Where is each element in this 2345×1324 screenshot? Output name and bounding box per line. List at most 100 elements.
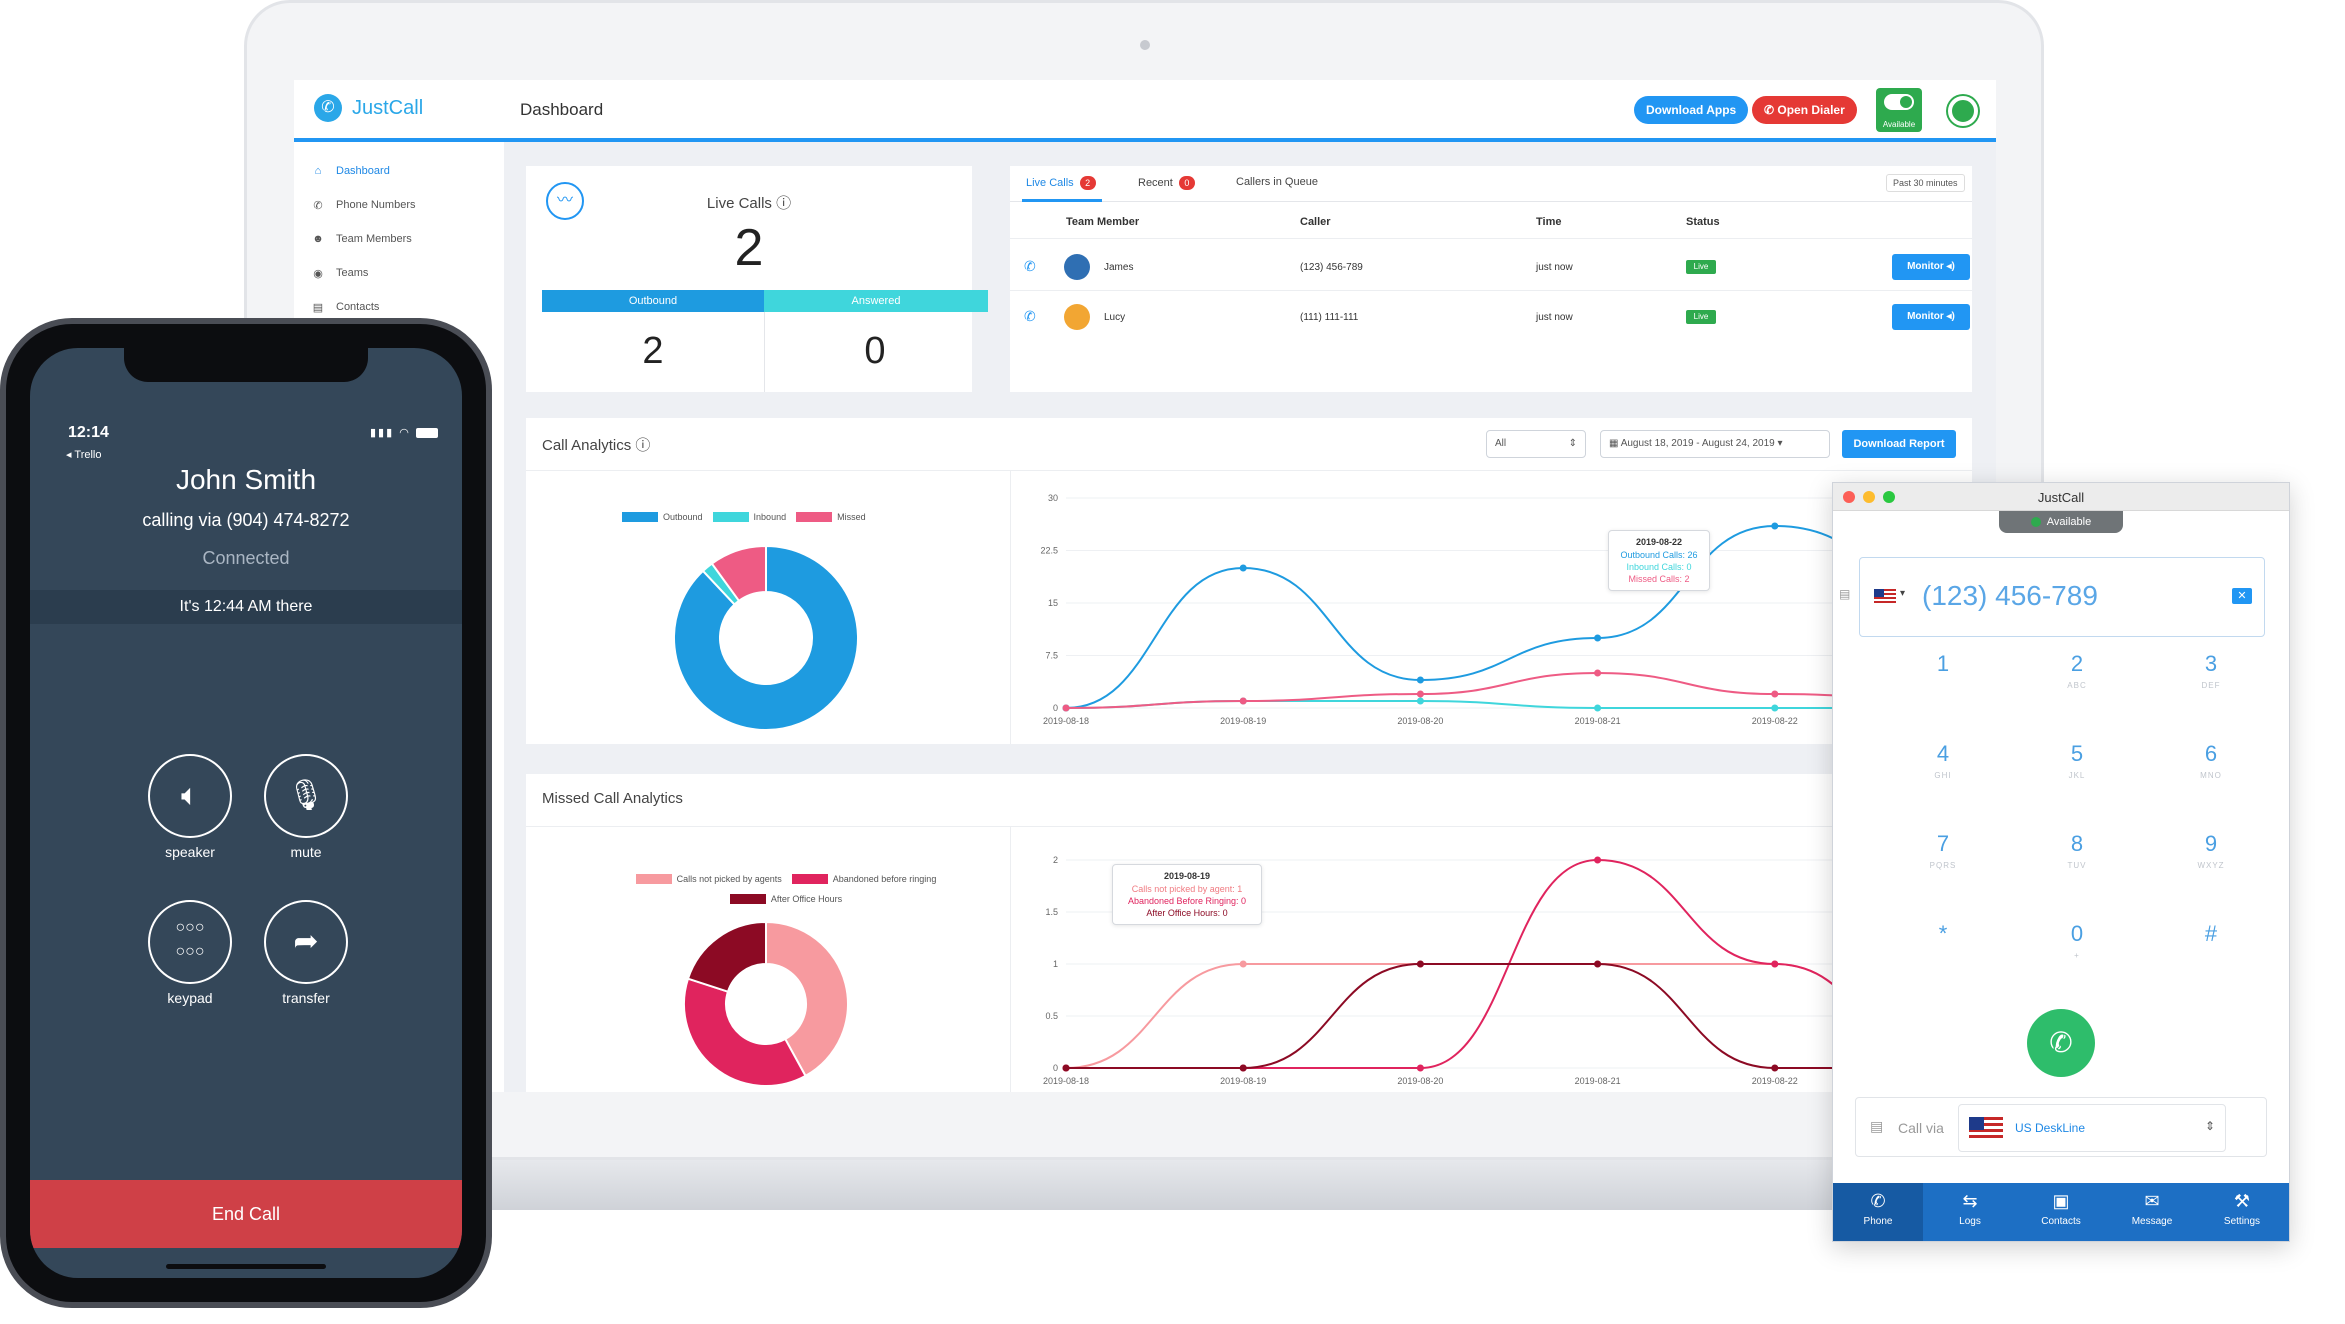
select-caret-icon: ⇕: [2205, 1119, 2216, 1133]
call-analytics-legend: Outbound Inbound Missed: [622, 512, 866, 522]
data-point: [1771, 522, 1779, 530]
nav-message[interactable]: ✉ Message: [2107, 1191, 2197, 1227]
dialpad-key[interactable]: 2 ABC: [2027, 651, 2127, 690]
availability-toggle[interactable]: Available: [1876, 88, 1922, 132]
info-icon: ⓘ: [635, 437, 651, 454]
tooltip-line: Outbound Calls: 26: [1620, 550, 1698, 560]
date-range-picker[interactable]: ▦ August 18, 2019 - August 24, 2019 ▾: [1600, 430, 1830, 458]
maximize-window-button[interactable]: [1883, 491, 1895, 503]
data-point: [1594, 669, 1602, 677]
key-digit: 0: [2070, 921, 2084, 946]
tab-callers-in-queue[interactable]: Callers in Queue: [1236, 176, 1318, 188]
open-dialer-label: Open Dialer: [1777, 103, 1845, 117]
sidebar-item-phone-numbers[interactable]: ✆ Phone Numbers: [310, 194, 415, 216]
home-icon: ⌂: [314, 165, 322, 177]
tab-live-calls[interactable]: Live Calls 2: [1026, 176, 1096, 190]
legend-swatch: [635, 874, 672, 884]
minimize-window-button[interactable]: [1863, 491, 1875, 503]
call-via-select[interactable]: US DeskLine ⇕: [1958, 1104, 2226, 1152]
nav-contacts[interactable]: ▣ Contacts: [2016, 1191, 2106, 1227]
nav-label: Logs: [1959, 1216, 1981, 1227]
back-to-app-link[interactable]: ◂ Trello: [66, 449, 102, 461]
dialpad-key[interactable]: #: [2161, 921, 2261, 951]
y-tick-label: 0: [1053, 1063, 1058, 1073]
tab-recent[interactable]: Recent 0: [1138, 176, 1195, 190]
divider: [1010, 470, 1011, 744]
transfer-button[interactable]: ➦ transfer: [264, 900, 348, 1006]
speaker-button[interactable]: 🔈︎ speaker: [148, 754, 232, 860]
status-dot-icon: [2030, 517, 2041, 528]
status-badge: Live: [1686, 310, 1716, 324]
live-calls-card: 〰 Live Calls ⓘ 2 Outbound Answered 2 0: [526, 166, 988, 392]
dialpad-key[interactable]: 6 MNO: [2161, 741, 2261, 780]
download-apps-button[interactable]: Download Apps: [1634, 96, 1749, 124]
speaker-icon: 🔈︎: [148, 754, 232, 838]
monitor-button[interactable]: Monitor ◂): [1892, 304, 1970, 330]
user-avatar[interactable]: [1948, 96, 1978, 126]
x-tick-label: 2019-08-18: [1043, 716, 1089, 726]
y-tick-label: 1: [1053, 959, 1058, 969]
dialpad-key[interactable]: 8 TUV: [2027, 831, 2127, 870]
column-header: Status: [1686, 216, 1720, 228]
tab-label: Recent: [1138, 177, 1173, 189]
dialpad-key[interactable]: 5 JKL: [2027, 741, 2127, 780]
dialpad-key[interactable]: 3 DEF: [2161, 651, 2261, 690]
pie-slice: [765, 920, 849, 1078]
key-letters: DEF: [2201, 681, 2221, 690]
transfer-icon: ➦: [264, 900, 348, 984]
dialpad-key[interactable]: 1: [1893, 651, 1993, 681]
close-window-button[interactable]: [1843, 491, 1855, 503]
column-header: Caller: [1300, 216, 1331, 228]
chart-tooltip: 2019-08-22 Outbound Calls: 26 Inbound Ca…: [1608, 530, 1710, 591]
nav-logs[interactable]: ⇆ Logs: [1925, 1191, 2015, 1227]
dialer-window: JustCall Available ▤ ▾ (123) 456-789 ✕ 1…: [1832, 482, 2290, 1242]
call-button[interactable]: ✆: [2027, 1009, 2095, 1077]
period-filter[interactable]: Past 30 minutes: [1886, 174, 1965, 192]
tab-label: Live Calls: [1026, 177, 1074, 189]
phone-icon: ✆: [313, 199, 323, 212]
sidebar-item-label: Contacts: [336, 301, 380, 313]
data-point: [1594, 634, 1602, 642]
home-indicator[interactable]: [166, 1264, 326, 1269]
nav-phone[interactable]: ✆ Phone: [1833, 1183, 1923, 1241]
nav-settings[interactable]: ⚒ Settings: [2197, 1191, 2287, 1227]
call-analytics-card: Call Analytics ⓘ All ⇕ ▦ August 18, 2019 …: [526, 418, 1972, 744]
battery-icon: [415, 428, 438, 439]
dialpad-key[interactable]: 0 +: [2027, 921, 2127, 960]
app-logo[interactable]: ✆ JustCall: [314, 94, 423, 122]
phone-number-input[interactable]: ▾ (123) 456-789 ✕: [1859, 557, 2265, 637]
open-dialer-button[interactable]: ✆ Open Dialer: [1752, 96, 1857, 124]
key-letters: TUV: [2067, 861, 2087, 870]
call-type-select[interactable]: All ⇕: [1486, 430, 1586, 458]
sidebar-item-dashboard[interactable]: ⌂ Dashboard: [310, 160, 390, 182]
tab-label: Callers in Queue: [1236, 176, 1318, 188]
divider: [526, 826, 1972, 827]
dialpad-key[interactable]: 7 PQRS: [1893, 831, 1993, 870]
key-letters: +: [2074, 951, 2080, 960]
contacts-icon: ▣: [2052, 1191, 2070, 1211]
sidebar-item-teams[interactable]: ◉ Teams: [310, 262, 368, 284]
download-report-button[interactable]: Download Report: [1842, 430, 1956, 458]
legend-swatch: [729, 894, 766, 904]
monitor-button[interactable]: Monitor ◂): [1892, 254, 1970, 280]
dialpad-key[interactable]: 9 WXYZ: [2161, 831, 2261, 870]
us-flag-icon[interactable]: [1874, 589, 1896, 604]
local-time-banner: It's 12:44 AM there: [30, 590, 462, 624]
x-tick-label: 2019-08-21: [1575, 716, 1621, 726]
laptop-camera: [1140, 40, 1150, 50]
mute-button[interactable]: 🎙︎ mute: [264, 754, 348, 860]
availability-status[interactable]: Available: [1999, 511, 2123, 533]
dialpad-key[interactable]: 4 GHI: [1893, 741, 1993, 780]
data-point: [1062, 1064, 1070, 1072]
window-titlebar[interactable]: JustCall: [1833, 483, 2289, 511]
dialpad-key[interactable]: *: [1893, 921, 1993, 951]
tooltip-date: 2019-08-19: [1163, 871, 1211, 881]
backspace-icon[interactable]: ✕: [2232, 588, 2252, 604]
end-call-button[interactable]: End Call: [30, 1180, 462, 1248]
justcall-logo-icon: ✆: [314, 94, 342, 122]
key-digit: #: [2204, 921, 2218, 946]
phone-icon: ✆: [1870, 1191, 1886, 1211]
keypad-button[interactable]: ○○○ ○○○ keypad: [148, 900, 232, 1006]
sidebar-item-contacts[interactable]: ▤ Contacts: [310, 296, 380, 318]
sidebar-item-team-members[interactable]: ☻ Team Members: [310, 228, 412, 250]
